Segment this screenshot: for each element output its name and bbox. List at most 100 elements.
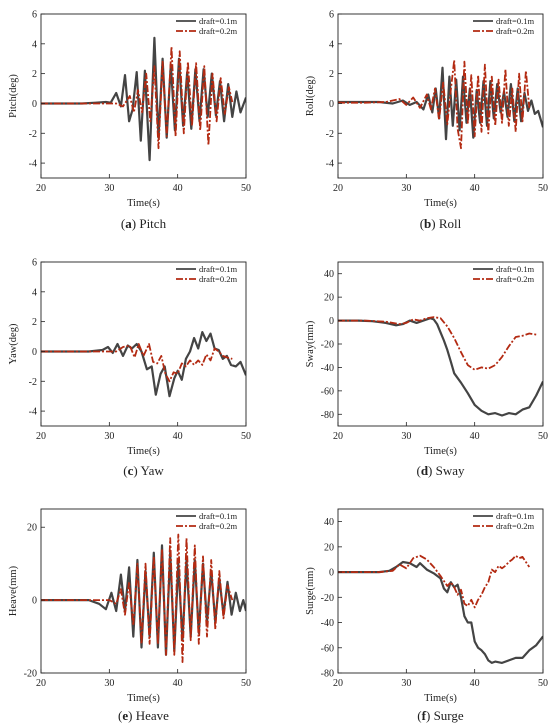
y-tick-label: 2 — [329, 69, 334, 80]
x-tick-label: 40 — [470, 678, 480, 689]
panel-heave: 20 30 40 50 -20 0 20 Time(s) Heave(mm) draft=0.1m… — [8, 508, 251, 704]
y-tick-label: -4 — [29, 407, 37, 418]
y-tick-label: 6 — [329, 10, 334, 21]
x-tick-label: 20 — [36, 431, 46, 442]
x-tick-label: 40 — [470, 431, 480, 442]
plot-frame — [337, 261, 544, 427]
x-tick-label: 50 — [241, 678, 251, 689]
series-line-draft-0-2m — [41, 343, 233, 383]
x-tick-label: 40 — [173, 678, 183, 689]
y-tick-label: 4 — [329, 39, 334, 50]
y-tick-label: -40 — [321, 618, 334, 629]
panel-caption-text: Sway — [432, 463, 465, 478]
panel-yaw: 20 30 40 50 -4 -2 0 2 4 6 Time(s) Yaw(deg) draft=0.1… — [8, 258, 251, 458]
y-tick-label: 40 — [324, 269, 334, 280]
y-tick-label: 0 — [329, 568, 334, 579]
panel-caption-text: Roll — [436, 216, 462, 231]
legend-label: draft=0.1m — [496, 511, 534, 521]
plot-frame — [40, 261, 247, 427]
y-tick-label: -60 — [321, 386, 334, 397]
x-axis-label: Time(s) — [127, 693, 160, 704]
y-tick-label: 0 — [32, 347, 37, 358]
legend-label: draft=0.2m — [496, 274, 534, 284]
y-tick-label: -20 — [321, 340, 334, 351]
legend-label: draft=0.2m — [496, 26, 534, 36]
y-tick-label: 40 — [324, 517, 334, 528]
series-line-draft-0-1m — [338, 560, 543, 664]
series-line-draft-0-2m — [338, 316, 537, 371]
x-tick-label: 50 — [538, 431, 548, 442]
y-tick-label: -4 — [326, 159, 334, 170]
y-axis-label: Roll(deg) — [305, 75, 316, 116]
x-tick-label: 30 — [104, 431, 114, 442]
x-tick-label: 20 — [36, 678, 46, 689]
y-axis-label: Surge(mm) — [305, 567, 316, 615]
x-tick-label: 30 — [401, 431, 411, 442]
series-group — [338, 316, 543, 417]
legend-label: draft=0.1m — [199, 16, 237, 26]
panel-caption-text: Yaw — [138, 463, 165, 478]
series-line-draft-0-2m — [338, 59, 531, 150]
panel-caption-letter: (c) — [123, 463, 137, 478]
y-tick-label: 4 — [32, 39, 37, 50]
series-group — [338, 554, 543, 664]
x-tick-label: 40 — [173, 431, 183, 442]
y-tick-label: -20 — [24, 669, 37, 680]
panels: 20 30 40 50-4-20246Time(s)Pitch(deg)draft=0… — [8, 10, 548, 724]
x-axis-label: Time(s) — [127, 446, 160, 457]
x-tick-label: 40 — [470, 183, 480, 194]
panel-caption: (d) Sway — [416, 463, 465, 478]
x-tick-label: 40 — [173, 183, 183, 194]
series-group — [41, 36, 246, 162]
x-tick-label: 30 — [401, 678, 411, 689]
y-tick-label: -2 — [29, 129, 37, 140]
y-tick-label: 4 — [32, 287, 37, 298]
panel-caption-letter: (f) — [417, 708, 430, 723]
panel-roll: 20 30 40 50 -4 -2 0 2 4 6 Time(s) Roll(deg) draft=0.… — [305, 10, 548, 210]
y-tick-label: 6 — [32, 258, 37, 269]
panel-caption: (a) Pitch — [121, 216, 167, 231]
panel-caption-letter: (a) — [121, 216, 136, 231]
panel-caption-letter: (b) — [420, 216, 436, 231]
panel-caption-letter: (e) — [118, 708, 132, 723]
y-tick-label: -2 — [29, 377, 37, 388]
panel-caption: (c) Yaw — [123, 463, 164, 478]
series-line-draft-0-2m — [41, 45, 234, 150]
y-tick-label: -80 — [321, 410, 334, 421]
y-tick-label: 2 — [32, 69, 37, 80]
y-axis-label: Heave(mm) — [8, 565, 19, 616]
series-group — [41, 331, 246, 398]
y-tick-label: 20 — [27, 523, 37, 534]
x-tick-label: 30 — [401, 183, 411, 194]
plot-frame — [337, 508, 544, 674]
panel-caption: (b) Roll — [420, 216, 462, 231]
x-tick-label: 20 — [36, 183, 46, 194]
y-axis-label: Sway(mm) — [305, 320, 316, 367]
series-line-draft-0-1m — [41, 331, 246, 398]
x-tick-label: 50 — [538, 678, 548, 689]
y-axis-label: Pitch(deg) — [8, 74, 19, 118]
plot-frame — [40, 13, 247, 179]
x-tick-label: 20 — [333, 431, 343, 442]
x-tick-label: 20 — [333, 183, 343, 194]
y-tick-label: 20 — [324, 293, 334, 304]
x-axis-label: Time(s) — [424, 446, 457, 457]
plot-frame — [40, 508, 247, 674]
plot-frame — [337, 13, 544, 179]
panel-caption-letter: (d) — [416, 463, 432, 478]
legend-label: draft=0.2m — [496, 521, 534, 531]
y-tick-label: 0 — [329, 316, 334, 327]
panel-caption: (e) Heave — [118, 708, 169, 723]
x-tick-label: 50 — [241, 183, 251, 194]
legend-label: draft=0.1m — [199, 511, 237, 521]
y-tick-label: -40 — [321, 363, 334, 374]
y-tick-label: -20 — [321, 593, 334, 604]
legend-label: draft=0.2m — [199, 274, 237, 284]
y-tick-label: 2 — [32, 317, 37, 328]
y-tick-label: 0 — [32, 99, 37, 110]
